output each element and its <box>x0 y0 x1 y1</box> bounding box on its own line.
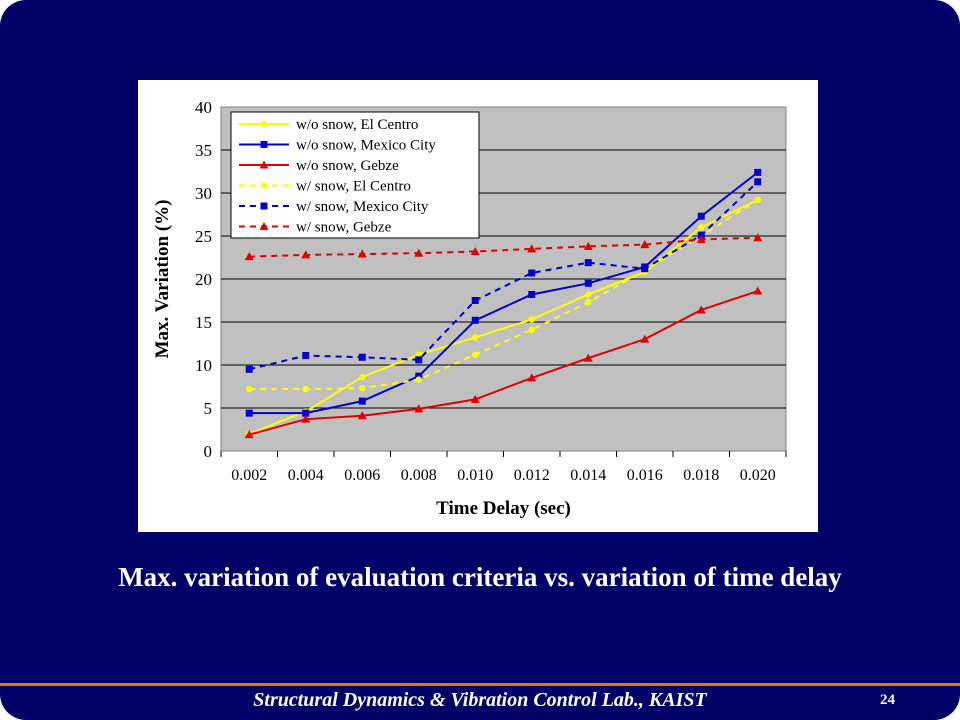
y-tick-label: 30 <box>195 184 212 203</box>
legend-marker <box>260 141 268 148</box>
data-point <box>696 305 706 314</box>
data-point <box>414 248 424 257</box>
footer-divider <box>0 683 960 686</box>
legend-marker <box>259 160 269 169</box>
data-point <box>583 353 593 362</box>
x-axis-title: Time Delay (sec) <box>436 498 571 519</box>
data-point <box>357 411 367 420</box>
legend-label: w/ snow, El Centro <box>296 179 411 195</box>
data-point <box>584 259 592 267</box>
legend-marker <box>259 222 269 230</box>
data-point <box>696 234 706 243</box>
legend-label: w/o snow, El Centro <box>296 117 418 133</box>
x-tick-label: 0.012 <box>514 467 550 484</box>
x-tick-label: 0.010 <box>457 467 493 484</box>
x-tick-label: 0.002 <box>231 467 267 484</box>
series-line-5 <box>249 236 758 258</box>
data-point <box>471 297 479 304</box>
data-point <box>528 326 535 333</box>
data-point <box>640 240 650 249</box>
data-point <box>528 316 535 323</box>
legend-label: w/ snow, Gebze <box>296 220 392 236</box>
y-axis-title: Max. Variation (%) <box>152 200 173 359</box>
data-point <box>471 316 479 324</box>
legend-label: w/o snow, Mexico City <box>296 138 436 154</box>
data-point <box>359 373 366 381</box>
x-tick-label: 0.006 <box>344 467 380 484</box>
data-point <box>470 246 480 255</box>
data-point <box>358 353 366 361</box>
legend-label: w/o snow, Gebze <box>296 158 399 174</box>
data-point <box>527 373 537 382</box>
data-point <box>357 249 367 258</box>
footer-lab-name: Structural Dynamics & Vibration Control … <box>253 689 707 711</box>
legend-marker <box>260 120 268 128</box>
legend-label: w/ snow, Mexico City <box>296 199 429 215</box>
data-point <box>244 252 254 261</box>
series-line-4 <box>249 181 759 371</box>
series-line-1 <box>249 171 759 415</box>
data-point <box>641 265 649 273</box>
data-point <box>585 299 592 306</box>
page-number: 24 <box>880 692 895 708</box>
data-point <box>415 351 422 358</box>
y-tick-label: 0 <box>204 442 213 461</box>
line-chart: 0 5 10 15 20 25 30 35 40 0.002 0.004 0.006 0.008 0.01… <box>152 98 787 519</box>
x-tick-label: 0.016 <box>627 467 663 484</box>
data-point <box>245 365 253 373</box>
slide-caption: Max. variation of evaluation criteria vs… <box>118 562 842 592</box>
data-point <box>246 385 253 393</box>
data-point <box>415 356 423 364</box>
y-tick-label: 35 <box>195 141 212 160</box>
x-tick-label: 0.008 <box>401 467 437 484</box>
chart-panel: 0 5 10 15 20 25 30 35 40 0.002 0.004 0.006 0.008 0.01… <box>138 80 818 532</box>
y-tick-label: 15 <box>195 313 212 332</box>
x-tick-label: 0.014 <box>570 467 606 484</box>
series-line-3 <box>249 199 759 391</box>
data-point <box>245 409 253 417</box>
x-tick-label: 0.018 <box>683 467 719 484</box>
data-point <box>754 178 762 186</box>
data-point <box>754 168 762 176</box>
data-point <box>640 334 650 343</box>
data-point <box>585 291 592 298</box>
data-point <box>472 334 479 341</box>
y-tick-label: 10 <box>195 356 212 375</box>
data-point <box>302 385 309 393</box>
data-point <box>359 385 366 392</box>
data-point <box>528 290 536 298</box>
data-point <box>244 430 254 439</box>
x-tick-label: 0.004 <box>288 467 324 484</box>
legend-box <box>230 111 480 239</box>
data-point <box>583 241 593 250</box>
y-tick-label: 20 <box>195 270 212 289</box>
data-point <box>302 409 310 417</box>
data-point <box>697 212 705 220</box>
series-line-2 <box>248 290 759 436</box>
data-point <box>753 286 763 295</box>
legend-marker <box>260 182 268 189</box>
data-point <box>754 196 761 204</box>
series-line-0 <box>248 198 759 435</box>
data-point <box>470 394 480 403</box>
data-point <box>301 250 311 259</box>
data-point <box>753 233 763 242</box>
data-point <box>301 414 311 423</box>
data-point <box>472 351 479 358</box>
data-point <box>528 269 536 277</box>
data-point <box>415 376 422 383</box>
y-tick-label: 5 <box>204 399 213 418</box>
y-tick-label: 25 <box>195 227 212 246</box>
data-point <box>527 244 537 253</box>
data-point <box>698 224 705 231</box>
data-point <box>414 404 424 413</box>
data-point <box>302 352 310 360</box>
data-point <box>415 372 423 380</box>
y-tick-label: 40 <box>195 98 212 117</box>
data-point <box>584 279 592 287</box>
data-point <box>358 397 366 405</box>
x-tick-label: 0.020 <box>740 467 776 484</box>
legend-marker <box>260 202 268 210</box>
